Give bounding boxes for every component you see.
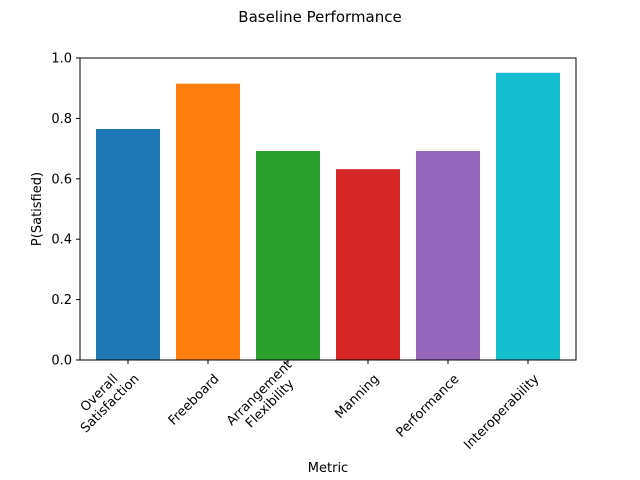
y-tick-label: 0.4 [51, 233, 72, 248]
y-tick-label: 0.8 [51, 112, 72, 127]
x-tick-label: Freeboard [166, 372, 223, 429]
x-tick-label: Performance [393, 372, 462, 441]
plot-frame [79, 57, 577, 361]
bar [496, 72, 560, 360]
y-axis-label: P(Satisfied) [30, 172, 45, 246]
x-tick-label: OverallSatisfaction [67, 361, 142, 436]
y-tick-label: 0.6 [51, 172, 72, 187]
y-tick-label: 0.2 [51, 293, 72, 308]
chart-title: Baseline Performance [238, 8, 401, 26]
bar [96, 128, 160, 360]
bar [336, 169, 400, 360]
bar [256, 151, 320, 360]
x-tick-label: Manning [332, 372, 382, 422]
y-tick-label: 1.0 [51, 52, 72, 67]
x-tick-label: Interoperability [461, 372, 542, 453]
bar [176, 83, 240, 361]
plot-area: 0.0 0.2 0.4 0.6 0.8 1.0 OverallSatisfaction Fre… [51, 52, 577, 453]
x-axis-label: Metric [308, 461, 348, 476]
y-tick-label: 0.0 [51, 354, 72, 369]
bar [416, 151, 480, 360]
x-tick-label: ArrangementFlexibility [224, 358, 306, 440]
